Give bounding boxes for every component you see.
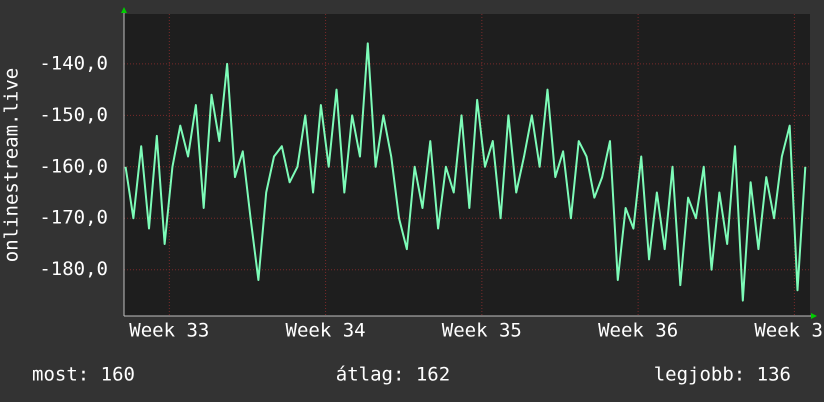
x-tick-label: Week 35	[442, 320, 522, 342]
y-tick-label: -150,0	[39, 104, 108, 126]
footer-average: átlag: 162	[336, 364, 450, 386]
x-arrow	[811, 313, 817, 319]
x-tick-label: Week 33	[129, 320, 209, 342]
y-tick-label: -140,0	[39, 52, 108, 74]
series-line	[124, 42, 807, 302]
y-axis-label: onlinestream.live	[1, 68, 23, 262]
y-tick-label: -170,0	[39, 207, 108, 229]
footer-now: most: 160	[32, 364, 135, 386]
y-arrow	[121, 7, 127, 13]
y-tick-label: -160,0	[39, 155, 108, 177]
y-tick-label: -180,0	[39, 258, 108, 280]
x-tick-label: Week 37	[754, 320, 824, 342]
x-tick-label: Week 34	[286, 320, 366, 342]
x-tick-label: Week 36	[598, 320, 678, 342]
plot-area	[124, 14, 810, 316]
footer-best: legjobb: 136	[654, 364, 791, 386]
